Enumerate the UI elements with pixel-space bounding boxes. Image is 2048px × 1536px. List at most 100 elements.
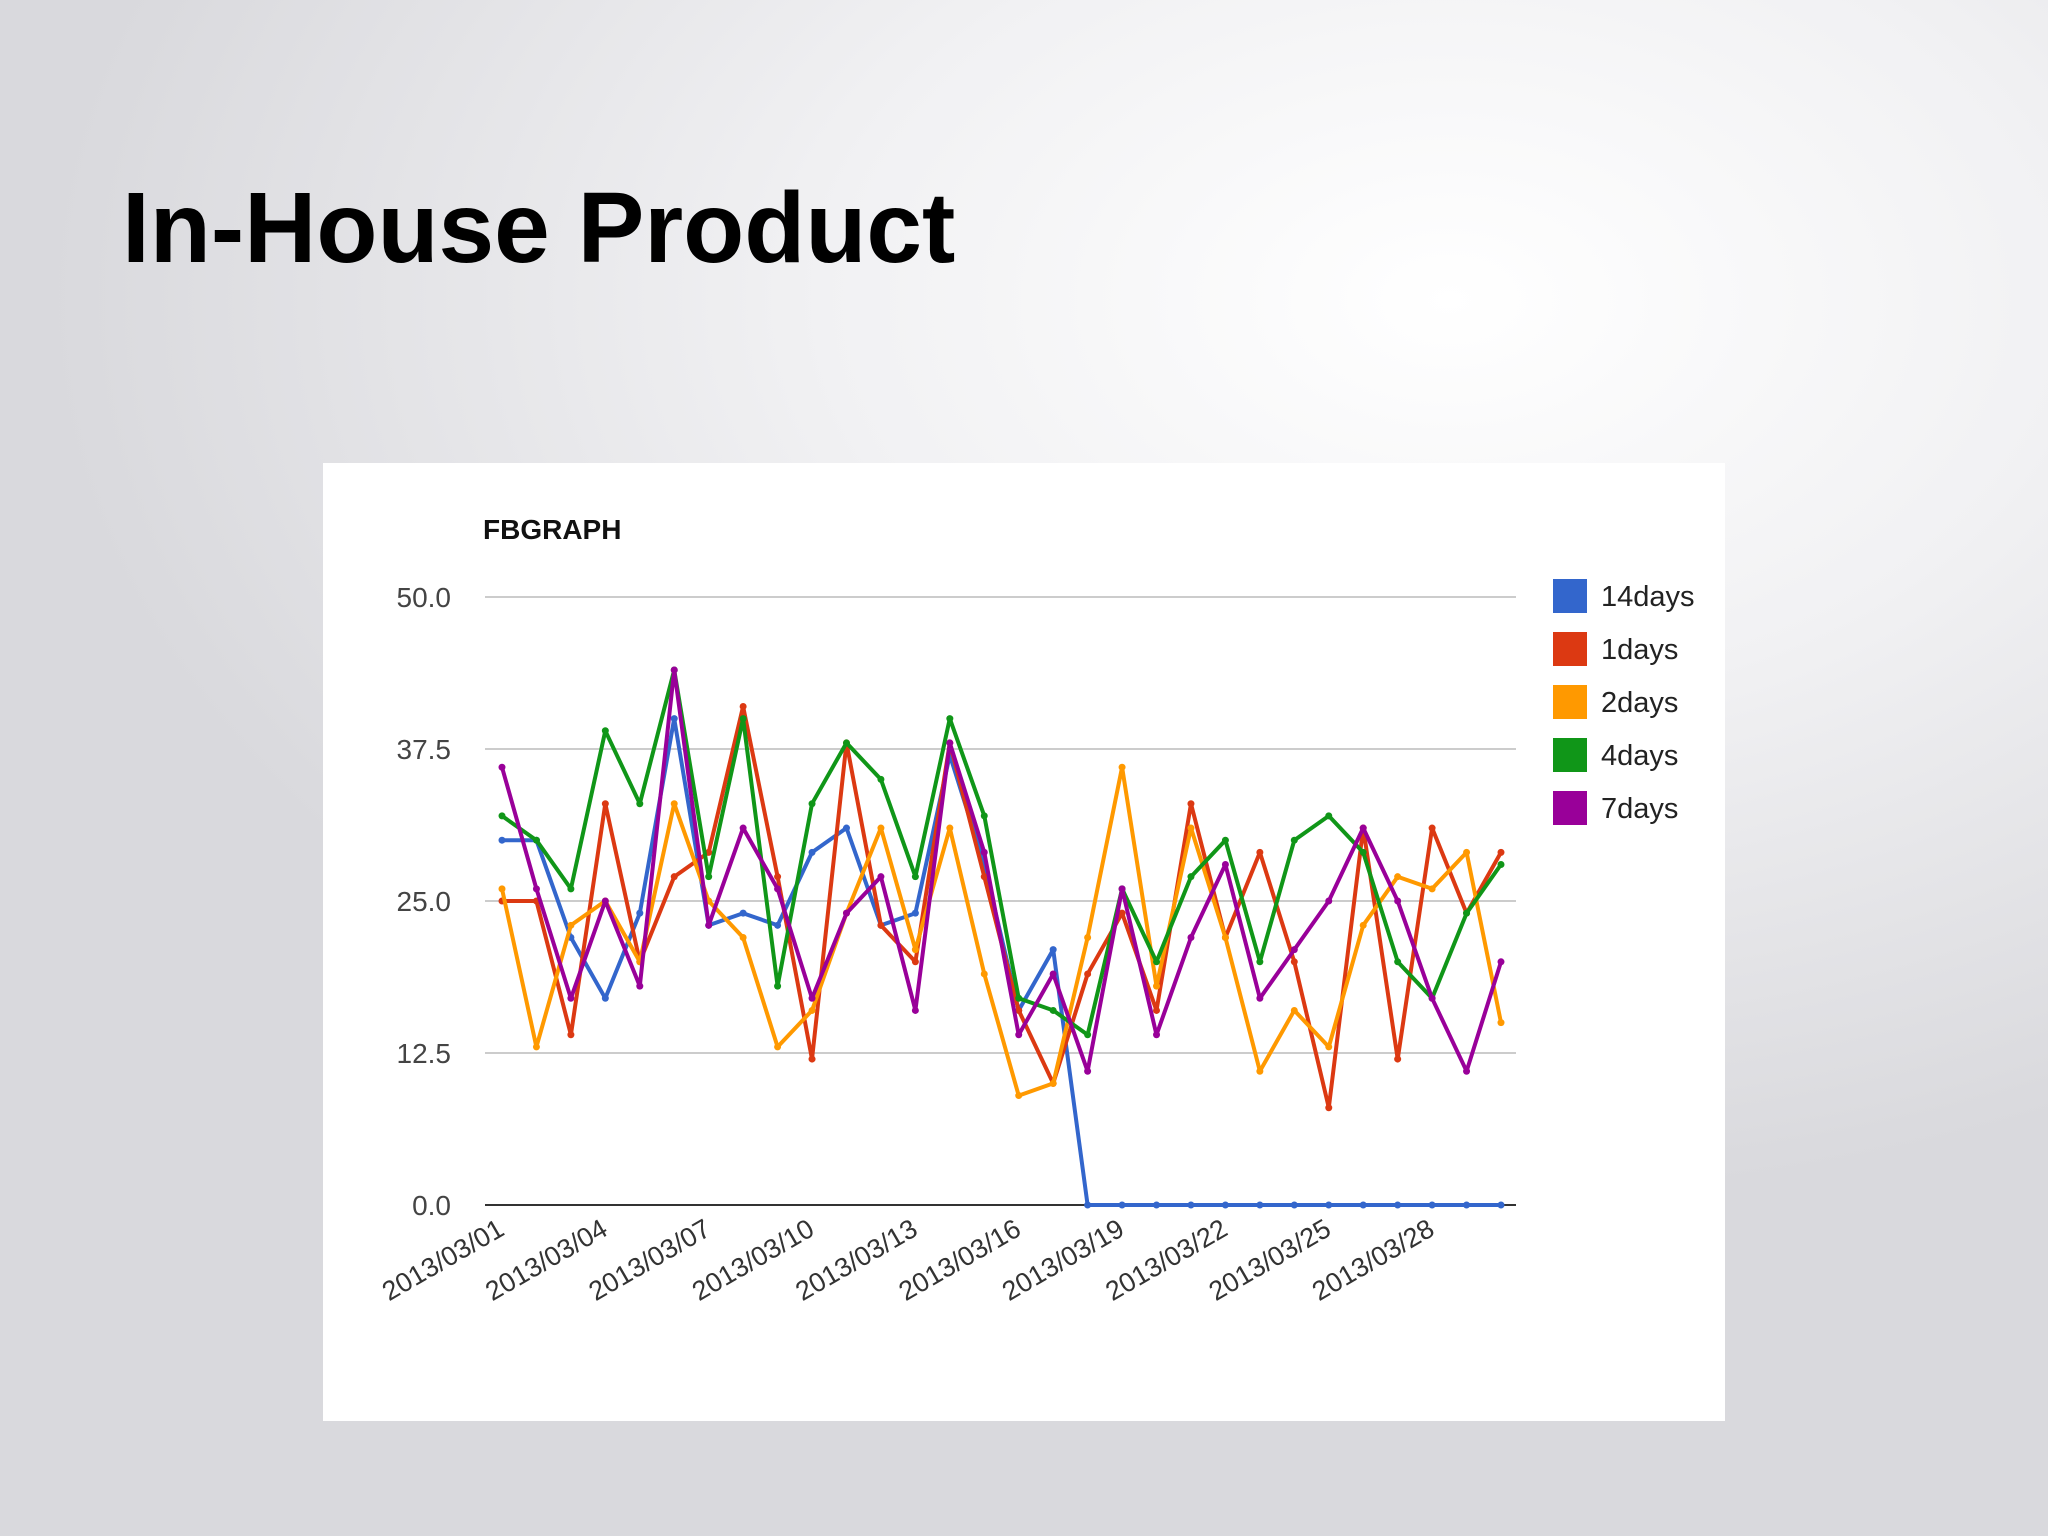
- data-point: [1153, 1031, 1161, 1039]
- series-line-7days: [500, 668, 1503, 1074]
- data-point: [774, 885, 782, 893]
- data-point: [1084, 1067, 1092, 1075]
- data-point: [1049, 1079, 1057, 1087]
- data-point: [1497, 1201, 1505, 1209]
- data-point: [1394, 1055, 1402, 1063]
- data-point: [1394, 873, 1402, 881]
- data-point: [1221, 1201, 1229, 1209]
- legend-label: 1days: [1601, 634, 1678, 666]
- data-point: [705, 873, 713, 881]
- chart-title: FBGRAPH: [483, 514, 621, 545]
- data-point: [911, 873, 919, 881]
- line-chart: FBGRAPH 0.0 12.5 25.0 37.5 50.0 2013/03/0120…: [377, 514, 1695, 1307]
- legend-item-4days[interactable]: 4days: [1553, 738, 1678, 772]
- x-axis-ticks: 2013/03/012013/03/042013/03/072013/03/10…: [377, 1213, 1439, 1307]
- data-point: [980, 873, 988, 881]
- data-point: [1049, 946, 1057, 954]
- data-point: [670, 666, 678, 674]
- legend-item-7days[interactable]: 7days: [1553, 791, 1678, 825]
- legend-swatch: [1553, 791, 1587, 825]
- y-tick-label: 25.0: [397, 886, 452, 917]
- series-lines: [498, 666, 1505, 1209]
- data-point: [1463, 909, 1471, 917]
- data-point: [498, 812, 506, 820]
- data-point: [601, 800, 609, 808]
- data-point: [1221, 836, 1229, 844]
- data-point: [1084, 1201, 1092, 1209]
- data-point: [1428, 824, 1436, 832]
- data-point: [1084, 933, 1092, 941]
- data-point: [1015, 1006, 1023, 1014]
- data-point: [532, 885, 540, 893]
- legend-item-1days[interactable]: 1days: [1553, 632, 1678, 666]
- y-axis-ticks: 0.0 12.5 25.0 37.5 50.0: [397, 582, 452, 1221]
- y-tick-label: 0.0: [412, 1190, 451, 1221]
- data-point: [911, 1006, 919, 1014]
- data-point: [1015, 1031, 1023, 1039]
- data-point: [946, 715, 954, 723]
- data-point: [1256, 1067, 1264, 1075]
- data-point: [739, 715, 747, 723]
- data-point: [1290, 958, 1298, 966]
- data-point: [1463, 848, 1471, 856]
- legend-item-2days[interactable]: 2days: [1553, 685, 1678, 719]
- data-point: [636, 800, 644, 808]
- data-point: [1359, 848, 1367, 856]
- legend-item-14days[interactable]: 14days: [1553, 579, 1695, 613]
- data-point: [601, 727, 609, 735]
- data-point: [877, 921, 885, 929]
- data-point: [1497, 861, 1505, 869]
- data-point: [705, 921, 713, 929]
- legend-swatch: [1553, 685, 1587, 719]
- data-point: [842, 909, 850, 917]
- data-point: [808, 1006, 816, 1014]
- legend[interactable]: 14days 1days 2days 4days 7days: [1553, 579, 1695, 825]
- data-point: [1359, 1201, 1367, 1209]
- data-point: [739, 702, 747, 710]
- data-point: [1187, 1201, 1195, 1209]
- data-point: [1394, 958, 1402, 966]
- data-point: [877, 775, 885, 783]
- data-point: [877, 873, 885, 881]
- data-point: [911, 946, 919, 954]
- data-point: [774, 982, 782, 990]
- legend-label: 4days: [1601, 740, 1678, 772]
- chart-panel: FBGRAPH 0.0 12.5 25.0 37.5 50.0 2013/03/01 20…: [323, 463, 1725, 1421]
- data-point: [1221, 933, 1229, 941]
- data-point: [1290, 946, 1298, 954]
- data-point: [739, 824, 747, 832]
- legend-swatch: [1553, 738, 1587, 772]
- data-point: [911, 909, 919, 917]
- data-point: [808, 1055, 816, 1063]
- data-point: [1187, 824, 1195, 832]
- y-tick-label: 12.5: [397, 1038, 452, 1069]
- data-point: [739, 909, 747, 917]
- data-point: [1497, 1019, 1505, 1027]
- legend-swatch: [1553, 579, 1587, 613]
- data-point: [498, 763, 506, 771]
- series-line-2days: [500, 765, 1503, 1098]
- data-point: [670, 715, 678, 723]
- data-point: [1221, 861, 1229, 869]
- data-point: [1118, 1201, 1126, 1209]
- data-point: [567, 921, 575, 929]
- data-point: [911, 958, 919, 966]
- data-point: [808, 994, 816, 1002]
- data-point: [1359, 824, 1367, 832]
- data-point: [1153, 1201, 1161, 1209]
- data-point: [1394, 897, 1402, 905]
- legend-label: 7days: [1601, 793, 1678, 825]
- data-point: [842, 739, 850, 747]
- data-point: [774, 1043, 782, 1051]
- data-point: [1325, 1201, 1333, 1209]
- data-point: [842, 824, 850, 832]
- data-point: [498, 885, 506, 893]
- data-point: [567, 994, 575, 1002]
- data-point: [1325, 897, 1333, 905]
- legend-swatch: [1553, 632, 1587, 666]
- data-point: [1256, 994, 1264, 1002]
- data-point: [1463, 1067, 1471, 1075]
- data-point: [1153, 1006, 1161, 1014]
- series-line-4days: [500, 668, 1503, 1037]
- data-point: [739, 933, 747, 941]
